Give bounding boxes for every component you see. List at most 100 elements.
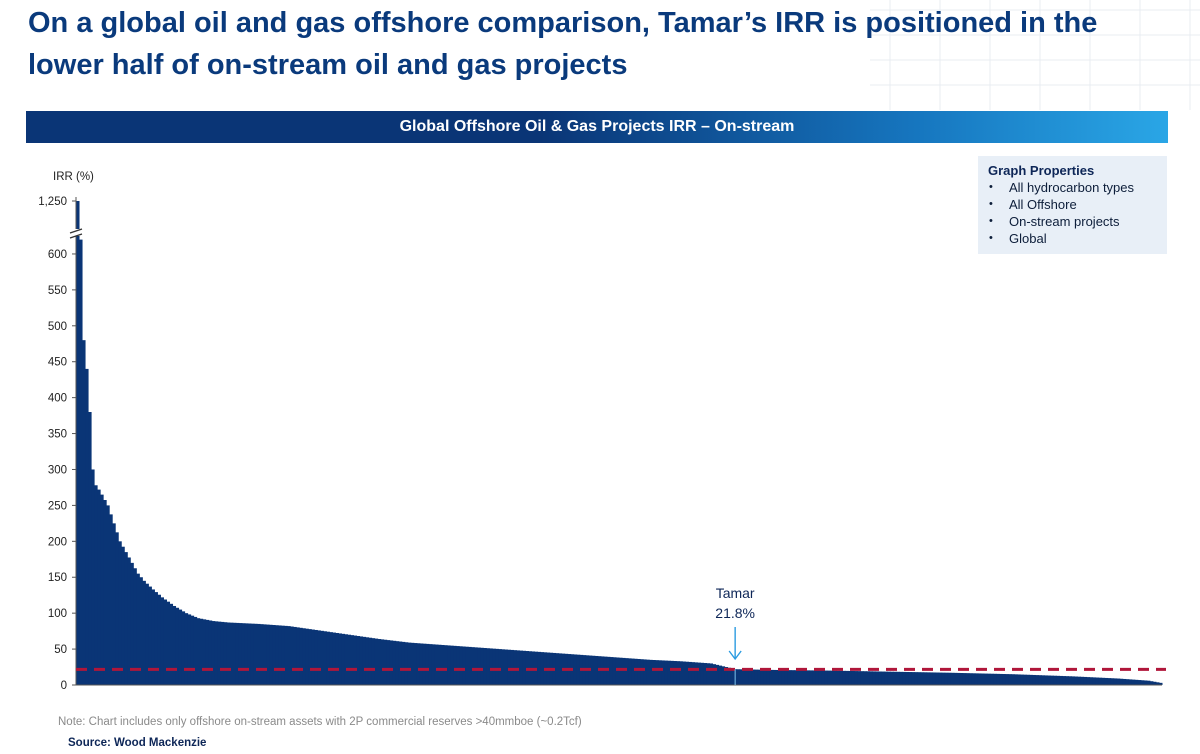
bar (419, 643, 424, 685)
bar (661, 660, 665, 685)
bar (956, 672, 961, 685)
y-axis-label: IRR (%) (53, 171, 94, 183)
bar (640, 659, 644, 685)
bar (842, 670, 846, 685)
bar (377, 639, 382, 685)
bar (899, 671, 904, 685)
bar (718, 665, 723, 685)
bar (727, 667, 732, 685)
bar (359, 636, 364, 685)
bar (652, 660, 656, 685)
bar (341, 633, 345, 685)
bar (1092, 677, 1097, 685)
bar (326, 631, 330, 685)
bar (1131, 679, 1136, 685)
bar (1116, 678, 1121, 685)
bar (82, 340, 86, 685)
bar (555, 653, 560, 685)
bar (386, 640, 391, 685)
bar (211, 621, 216, 685)
bar (757, 669, 762, 685)
bar (996, 673, 1000, 685)
bar (353, 635, 358, 685)
bar (154, 592, 158, 685)
bar (157, 594, 161, 685)
y-tick-label: 450 (48, 357, 67, 369)
bar (362, 636, 367, 685)
bar (1089, 677, 1094, 685)
bar (250, 623, 255, 685)
bar (453, 645, 457, 685)
bar (148, 586, 152, 685)
bar (214, 621, 219, 685)
bar (1014, 674, 1018, 685)
bar (990, 673, 994, 685)
bar (1128, 679, 1133, 685)
bullet-icon: • (989, 215, 993, 227)
bar (1158, 682, 1163, 685)
bar (676, 661, 680, 685)
bar (483, 648, 487, 685)
bar (223, 622, 228, 685)
graph-properties-box: Graph Properties • All hydrocarbon types … (978, 156, 1167, 254)
bar (790, 670, 795, 685)
bar (205, 619, 210, 685)
bar (275, 625, 279, 685)
y-tick-label: 100 (48, 608, 67, 620)
bar (431, 644, 436, 685)
bar (166, 601, 171, 685)
bar (217, 621, 222, 685)
bar (404, 642, 409, 685)
bar (576, 654, 581, 685)
bar (178, 609, 183, 685)
axis-break-slash (69, 228, 83, 234)
bar (172, 605, 177, 685)
bar (968, 673, 973, 685)
bar (1134, 679, 1139, 685)
bar (860, 671, 864, 685)
bar (537, 651, 542, 685)
bar (1104, 677, 1109, 685)
bar (109, 514, 113, 685)
bar (999, 673, 1003, 685)
bar (540, 652, 545, 685)
bar (1050, 675, 1054, 685)
bar (646, 659, 650, 685)
bar (169, 603, 174, 685)
bar (848, 670, 852, 685)
bar (697, 662, 701, 685)
bar (115, 532, 119, 685)
bar (703, 663, 707, 685)
bar (522, 650, 526, 685)
bar (615, 657, 620, 685)
bar (507, 649, 511, 685)
bar (510, 649, 514, 685)
bar (1107, 678, 1112, 685)
bar (450, 645, 454, 685)
bar (220, 621, 225, 685)
bar (187, 614, 192, 685)
bar (1095, 677, 1100, 685)
bar (905, 671, 910, 685)
bar (371, 638, 376, 685)
bar (124, 552, 128, 685)
bar (938, 672, 943, 685)
bar (866, 671, 870, 685)
bar (1146, 680, 1151, 685)
bar (923, 672, 928, 685)
bar (181, 611, 186, 685)
bar (1080, 676, 1085, 685)
bar (763, 669, 768, 685)
bar (486, 648, 490, 685)
bar (347, 634, 352, 685)
bar (875, 671, 879, 685)
bar (438, 644, 442, 685)
bar (833, 670, 837, 685)
y-tick-label: 300 (48, 464, 67, 476)
bar (142, 580, 146, 685)
bar (920, 672, 925, 685)
bar (428, 644, 433, 685)
axis-break-mark (69, 228, 83, 239)
bar (902, 671, 907, 685)
bar (821, 670, 825, 685)
